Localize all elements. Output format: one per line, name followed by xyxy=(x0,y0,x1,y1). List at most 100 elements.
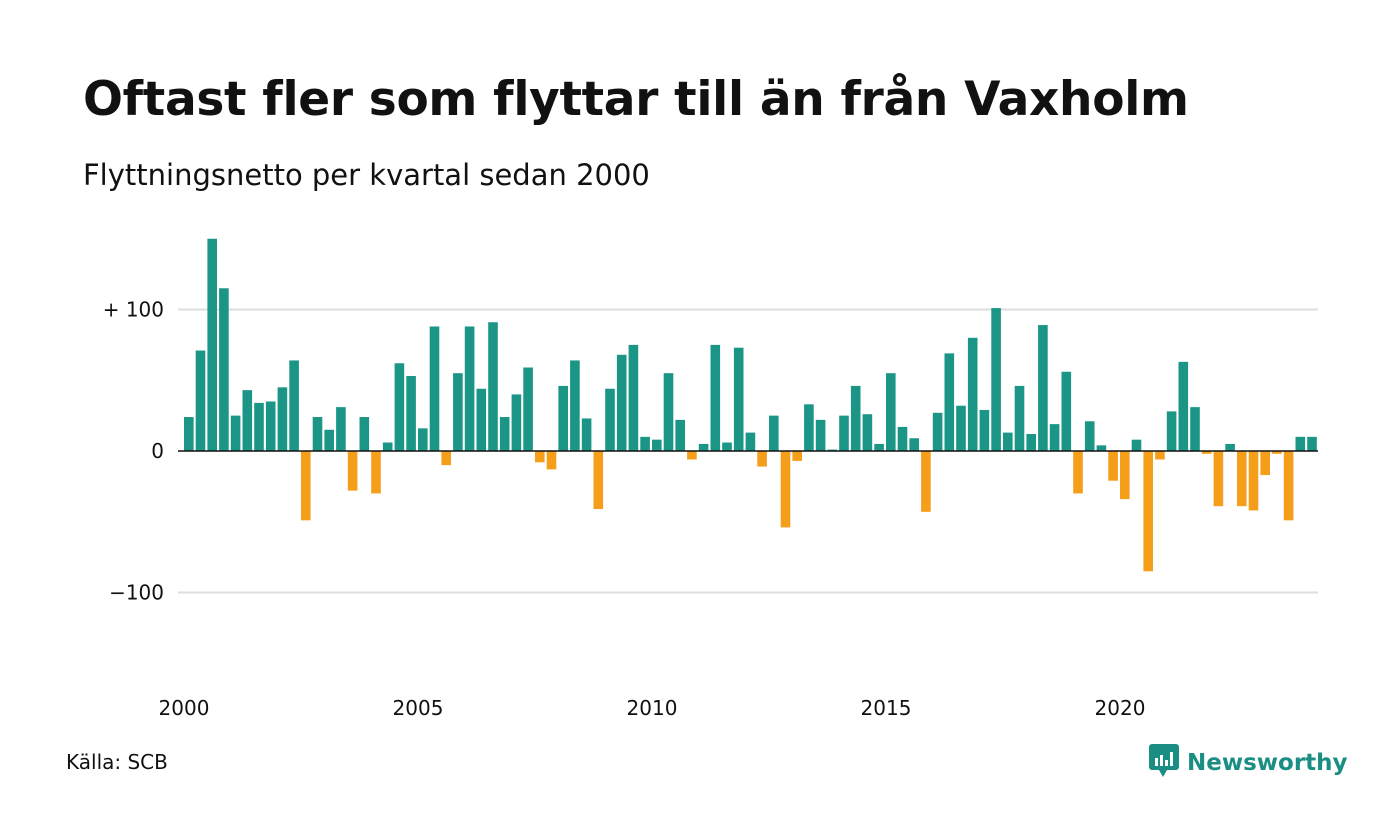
bar xyxy=(710,344,721,452)
bar xyxy=(1143,451,1153,572)
bar xyxy=(429,326,440,451)
bar xyxy=(1108,451,1118,481)
bar xyxy=(1084,421,1095,451)
bar xyxy=(1213,451,1224,507)
bar xyxy=(616,354,627,451)
bar xyxy=(722,442,732,451)
bar xyxy=(1190,407,1200,451)
bar xyxy=(324,429,334,451)
bar xyxy=(991,308,1001,451)
chart-title: Oftast fler som flyttar till än från Vax… xyxy=(83,72,1189,127)
bar xyxy=(874,443,884,452)
bar xyxy=(733,347,744,451)
bar xyxy=(640,436,650,451)
bar xyxy=(1049,424,1060,452)
bar xyxy=(698,443,709,452)
bar xyxy=(839,415,849,452)
bar xyxy=(605,388,615,451)
bar xyxy=(956,405,966,451)
bar xyxy=(1237,451,1247,507)
bar xyxy=(804,404,814,452)
newsworthy-logo-icon xyxy=(1149,744,1179,782)
axes: + 100 0 −100 2000 2005 2010 2015 2020 xyxy=(103,298,1318,720)
bar xyxy=(511,394,522,451)
bar xyxy=(675,419,685,451)
bar xyxy=(886,373,896,452)
bar xyxy=(570,360,580,451)
bar xyxy=(230,415,241,452)
bar xyxy=(944,353,955,452)
bar xyxy=(1201,451,1212,454)
bar xyxy=(289,360,299,451)
bar xyxy=(312,417,323,451)
bar xyxy=(347,451,358,491)
bar xyxy=(476,388,487,451)
bar xyxy=(757,451,767,467)
y-tick-label: −100 xyxy=(109,581,164,605)
bar xyxy=(780,451,791,528)
grid-lines xyxy=(178,308,1318,594)
bar xyxy=(195,350,206,451)
bar xyxy=(593,451,604,510)
y-tick-label: + 100 xyxy=(103,298,164,322)
x-tick-label: 2010 xyxy=(627,696,678,720)
bar xyxy=(815,419,826,451)
bar xyxy=(488,322,498,452)
bar xyxy=(535,451,545,463)
bar xyxy=(219,288,229,451)
bar xyxy=(546,451,557,470)
bar xyxy=(371,451,381,494)
bar xyxy=(277,387,288,451)
x-tick-label: 2000 xyxy=(159,696,210,720)
bar xyxy=(382,442,393,451)
bar xyxy=(1272,451,1282,454)
bar xyxy=(1225,443,1235,452)
bar xyxy=(359,417,370,451)
bar xyxy=(265,401,276,451)
bar xyxy=(1248,451,1259,511)
bar xyxy=(254,402,264,451)
bar xyxy=(932,412,943,451)
bar xyxy=(1073,451,1083,494)
bar xyxy=(394,363,405,451)
bar xyxy=(1155,451,1165,460)
bar xyxy=(1120,451,1130,500)
bar xyxy=(1026,434,1036,451)
bar xyxy=(1283,451,1294,521)
bar xyxy=(1260,451,1270,476)
bar xyxy=(1003,432,1013,451)
bar xyxy=(769,415,779,452)
bar xyxy=(242,390,253,451)
bar xyxy=(441,451,451,466)
bar xyxy=(862,414,873,451)
x-tick-label: 2015 xyxy=(861,696,912,720)
bar xyxy=(1096,445,1107,451)
bar xyxy=(499,417,510,451)
brand-logo: Newsworthy xyxy=(1149,744,1348,782)
bar xyxy=(663,373,674,452)
brand-name: Newsworthy xyxy=(1187,750,1348,776)
chart-subtitle: Flyttningsnetto per kvartal sedan 2000 xyxy=(83,158,650,192)
bar xyxy=(406,376,416,451)
bar xyxy=(207,238,217,451)
bar xyxy=(558,385,568,451)
bar xyxy=(464,326,475,451)
bar xyxy=(1014,385,1025,451)
bar xyxy=(1131,439,1142,451)
bar xyxy=(418,428,428,451)
bar xyxy=(1178,361,1189,451)
bar xyxy=(184,417,194,451)
bar xyxy=(909,438,919,451)
bar xyxy=(581,418,592,451)
bar xyxy=(979,409,990,451)
bar xyxy=(967,337,978,451)
bars xyxy=(184,238,1317,572)
bar xyxy=(1061,371,1072,451)
y-tick-label: 0 xyxy=(151,439,164,463)
bar xyxy=(628,344,639,452)
bar xyxy=(336,407,346,451)
bar xyxy=(897,426,908,451)
bar xyxy=(921,451,931,512)
x-tick-label: 2005 xyxy=(393,696,444,720)
